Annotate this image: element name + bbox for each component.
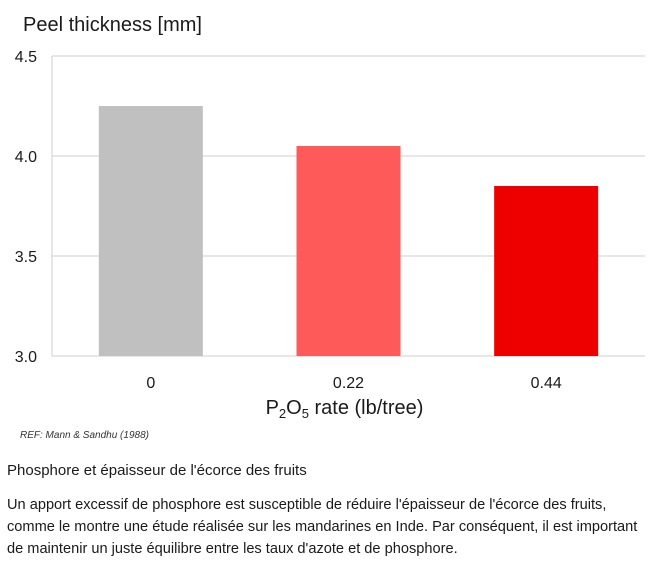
x-axis-title: P2O5 rate (lb/tree): [265, 397, 424, 421]
x-tick-label: 0.44: [531, 375, 562, 392]
y-axis-title: Peel thickness [mm]: [23, 14, 202, 36]
y-tick-label: 4.0: [15, 149, 37, 166]
y-tick-labels: 3.0 3.5 4.0 4.5: [15, 49, 37, 366]
y-tick-label: 3.0: [15, 349, 37, 366]
bar-0: [98, 106, 203, 356]
reference-note: REF: Mann & Sandhu (1988): [20, 430, 149, 441]
caption-title: Phosphore et épaisseur de l'écorce des f…: [7, 462, 307, 479]
caption-body: Un apport excessif de phosphore est susc…: [7, 497, 638, 557]
x-tick-labels: 0 0.22 0.44: [146, 375, 561, 392]
bar-chart: 3.0 3.5 4.0 4.5 0 0.22 0.44: [15, 49, 645, 392]
y-tick-label: 3.5: [15, 249, 37, 266]
y-tick-label: 4.5: [15, 49, 37, 66]
x-tick-label: 0: [146, 375, 155, 392]
bar-0.44: [494, 186, 599, 356]
bars: [98, 106, 599, 356]
x-tick-label: 0.22: [333, 375, 364, 392]
bar-0.22: [296, 146, 401, 356]
